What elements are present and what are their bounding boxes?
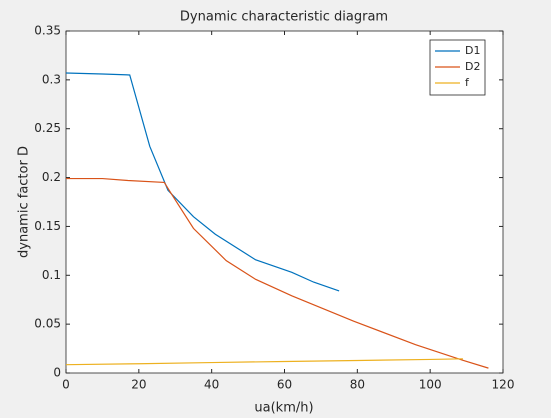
y-tick-label: 0.15 bbox=[34, 219, 61, 233]
x-tick-label: 100 bbox=[419, 378, 442, 392]
chart-title: Dynamic characteristic diagram bbox=[180, 10, 388, 25]
legend-label: f bbox=[465, 76, 470, 89]
y-tick-label: 0.3 bbox=[42, 72, 61, 86]
y-axis-label: dynamic factor D bbox=[17, 146, 32, 258]
series-line bbox=[65, 72, 340, 292]
x-axis-label: ua(km/h) bbox=[254, 401, 313, 416]
x-tick-label: 40 bbox=[204, 378, 219, 392]
y-tick-label: 0 bbox=[53, 366, 61, 380]
series-line bbox=[66, 177, 489, 369]
legend-label: D2 bbox=[465, 60, 480, 73]
x-tick-label: 0 bbox=[62, 378, 70, 392]
x-tick-label: 120 bbox=[492, 378, 515, 392]
x-tick-label: 60 bbox=[277, 378, 292, 392]
x-tick-label: 80 bbox=[350, 378, 365, 392]
legend-label: D1 bbox=[465, 44, 480, 57]
series-line bbox=[65, 358, 463, 366]
y-tick-label: 0.2 bbox=[42, 170, 61, 184]
x-tick-label: 20 bbox=[131, 378, 146, 392]
y-tick-label: 0.35 bbox=[34, 24, 61, 38]
y-tick-label: 0.1 bbox=[42, 268, 61, 282]
y-tick-label: 0.25 bbox=[34, 121, 61, 135]
y-tick-label: 0.05 bbox=[34, 317, 61, 331]
